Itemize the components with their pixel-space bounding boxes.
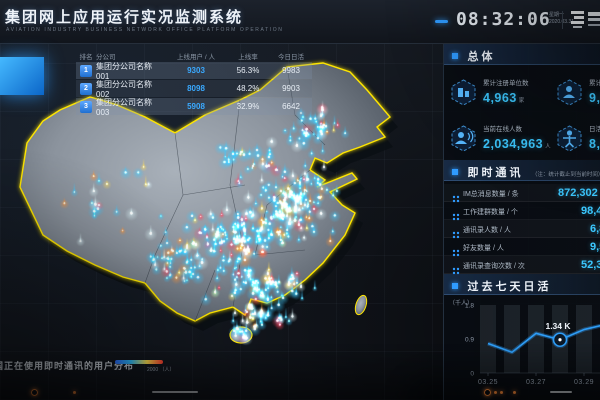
daily-active-value: 9903: [282, 84, 300, 93]
stat-label: 累计注册人数: [589, 80, 600, 87]
carousel-dot[interactable]: [73, 391, 76, 394]
section-bullet-icon: [452, 169, 458, 175]
top-bar: 集团网上应用运行实况监测系统 Aviation industry busines…: [0, 0, 600, 44]
table-row[interactable]: 3 集团分公司名称 003 5908 32.9% 6642: [76, 97, 312, 117]
week-chart-title: 过去七天日活: [467, 281, 552, 293]
im-metric-row: 好友数量 / 人 9,531: [444, 238, 600, 257]
im-metric-row: 通讯录查询次数 / 次 52,304: [444, 256, 600, 275]
carousel-dot[interactable]: [513, 391, 516, 394]
svg-text:03.29: 03.29: [574, 379, 594, 386]
map-legend-title: 国正在使用即时通讯的用户分布: [0, 361, 135, 371]
heat-gradient-legend: [115, 360, 163, 364]
overview-title: 总体: [467, 51, 496, 63]
clock-accent-dash: [435, 20, 448, 23]
legend-min-label: 1: [115, 366, 118, 372]
im-metric-value: 6,842: [590, 223, 600, 235]
stat-label: 日活人数: [589, 126, 600, 133]
im-metric-list: IM总消息数量 / 条 872,302 工作建群数量 / 个 98,420 通讯…: [444, 184, 600, 275]
stat-value: 4,963: [483, 91, 517, 105]
brand-logo-icon: [571, 9, 600, 33]
im-metric-label: 工作建群数量 / 个: [463, 209, 518, 216]
col-online-users: 上线用户 / 人: [177, 54, 215, 61]
svg-text:03.27: 03.27: [526, 379, 546, 386]
legend-max-label: 2000 （人）: [147, 367, 175, 373]
rank-badge: 1: [80, 64, 92, 77]
stat-value: 2,034,963: [483, 137, 544, 151]
stat-value: 8,904,963: [589, 137, 600, 151]
svg-text:0: 0: [470, 371, 474, 378]
building-icon: [450, 79, 477, 111]
stat-label: 当前在线人数: [483, 126, 522, 133]
daily-active-value: 6642: [282, 102, 300, 111]
online-rate-value: 56.3%: [236, 66, 260, 75]
left-edge-panel[interactable]: [0, 57, 44, 95]
stat-unit: 家: [518, 98, 525, 104]
online-users-value: 8098: [187, 84, 205, 93]
carousel-dot[interactable]: [494, 391, 497, 394]
im-metric-label: 通讯录人数 / 人: [463, 227, 511, 234]
col-rank: 排名: [79, 54, 93, 61]
col-daily-active: 今日日活: [278, 54, 304, 61]
svg-text:0.9: 0.9: [465, 337, 474, 344]
svg-text:03.25: 03.25: [478, 379, 498, 386]
section-overview-header: 总体: [444, 44, 600, 65]
daily-active-chart[interactable]: （千人） 1.8 0.9 0 03.25 03.27 03.29 1.34 K: [444, 295, 600, 395]
im-metric-row: IM总消息数量 / 条 872,302: [444, 184, 600, 203]
svg-text:1.34 K: 1.34 K: [545, 321, 571, 331]
section-bullet-icon: [452, 53, 458, 59]
page-subtitle: Aviation industry business network offic…: [6, 27, 284, 33]
section-week-chart-header: 过去七天日活: [444, 274, 600, 295]
im-metric-value: 52,304: [581, 259, 600, 271]
section-bullet-icon: [452, 283, 458, 289]
im-metric-value: 9,531: [590, 241, 600, 253]
stat-label: 累计注册单位数: [483, 80, 529, 87]
branch-ranking-table: 排名 分公司 上线用户 / 人 上线率 今日日活 1 集团分公司名称 001 9…: [76, 50, 312, 117]
stat-value: 9,544,963: [589, 91, 600, 105]
carousel-dot-active[interactable]: [484, 389, 491, 396]
col-online-rate: 上线率: [238, 54, 258, 61]
im-metric-value: 872,302: [558, 187, 598, 199]
scrollbar-thumb[interactable]: [152, 391, 198, 393]
im-metric-label: 通讯录查询次数 / 次: [463, 263, 525, 270]
scrollbar-thumb[interactable]: [550, 391, 572, 393]
im-metric-label: 好友数量 / 人: [463, 245, 504, 252]
table-row[interactable]: 1 集团分公司名称 001 9303 56.3% 9983: [76, 61, 312, 81]
im-metric-row: 通讯录人数 / 人 6,842: [444, 220, 600, 239]
carousel-dot-active[interactable]: [31, 389, 38, 396]
im-metric-value: 98,420: [581, 205, 600, 217]
page-title: 集团网上应用运行实况监测系统: [5, 9, 244, 26]
im-metric-label: IM总消息数量 / 条: [463, 191, 519, 198]
header-divider: [562, 11, 563, 29]
online-users-value: 5908: [187, 102, 205, 111]
carousel-dot[interactable]: [500, 391, 503, 394]
branch-name: 集团分公司名称 002: [96, 79, 152, 99]
online-user-icon: [450, 125, 477, 157]
online-rate-value: 48.2%: [236, 84, 260, 93]
branch-name: 集团分公司名称 003: [96, 97, 152, 117]
rank-badge: 2: [80, 82, 92, 95]
col-branch: 分公司: [96, 54, 116, 61]
stat-unit: 人: [545, 144, 551, 150]
chart-y-axis-label: （千人）: [449, 301, 474, 307]
im-metric-row: 工作建群数量 / 个 98,420: [444, 202, 600, 221]
im-note: （注：统计截止到当前时间）: [531, 172, 600, 178]
section-im-header: 即时通讯 （注：统计截止到当前时间）: [444, 160, 600, 181]
online-users-value: 9303: [187, 66, 205, 75]
branch-name: 集团分公司名称 001: [96, 61, 152, 81]
rank-badge: 3: [80, 100, 92, 113]
registered-user-icon: [556, 79, 583, 111]
online-rate-value: 32.9%: [236, 102, 260, 111]
daily-active-user-icon: [556, 125, 583, 157]
daily-active-value: 9983: [282, 66, 300, 75]
im-title: 即时通讯: [467, 167, 524, 179]
digital-clock: 08:32:06: [456, 9, 551, 30]
table-row[interactable]: 2 集团分公司名称 002 8098 48.2% 9903: [76, 79, 312, 99]
